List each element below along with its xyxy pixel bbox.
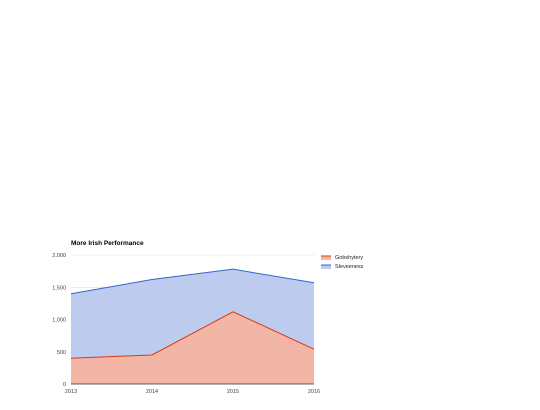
axes: 0 500 1,000 1,500 2,000 2013 2014 2015 2016 bbox=[52, 253, 320, 395]
x-tick-label: 2014 bbox=[146, 389, 158, 395]
legend-label: Sleveeness bbox=[335, 264, 364, 270]
x-tick-label: 2015 bbox=[227, 389, 239, 395]
y-tick-label: 0 bbox=[63, 382, 66, 388]
y-tick-label: 500 bbox=[57, 350, 66, 356]
x-tick-label: 2013 bbox=[65, 389, 77, 395]
legend-label: Gobshytery bbox=[335, 255, 363, 261]
area-fill-gobshytery bbox=[71, 311, 314, 384]
series-line-gobshytery bbox=[70, 311, 315, 359]
legend: Gobshytery Sleveeness bbox=[321, 255, 364, 270]
y-tick-label: 1,500 bbox=[52, 285, 66, 291]
x-tick-label: 2016 bbox=[308, 389, 320, 395]
chart-title: More Irish Performance bbox=[71, 240, 144, 247]
legend-swatch-sleveeness bbox=[321, 265, 331, 269]
area-fill-sleveeness bbox=[71, 269, 314, 359]
y-tick-label: 1,000 bbox=[52, 318, 66, 324]
series-line-sleveeness bbox=[70, 268, 315, 295]
legend-swatch-gobshytery bbox=[321, 256, 331, 260]
area-series bbox=[71, 269, 314, 384]
y-tick-label: 2,000 bbox=[52, 253, 66, 259]
series-lines bbox=[70, 268, 315, 359]
